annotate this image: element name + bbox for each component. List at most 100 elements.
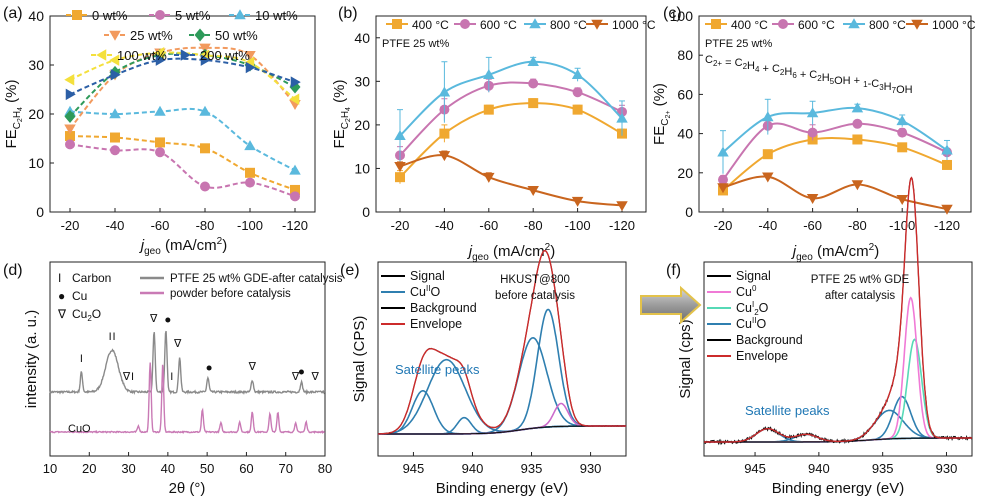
series-50-wt- bbox=[64, 48, 301, 123]
x-tick-label: 60 bbox=[239, 461, 253, 476]
axes-frame bbox=[703, 261, 973, 457]
panel-label: (a) bbox=[3, 5, 23, 22]
y-tick-label: 30 bbox=[28, 57, 44, 73]
y-tick-label: 0 bbox=[362, 204, 370, 220]
y-tick-label: 40 bbox=[677, 126, 693, 142]
data-point bbox=[200, 54, 211, 66]
data-point bbox=[941, 144, 953, 155]
y-tick-label: 20 bbox=[354, 117, 370, 133]
data-point bbox=[64, 124, 76, 135]
data-point bbox=[154, 105, 166, 116]
axes-frame bbox=[377, 261, 627, 457]
annotation-text: Satellite peaks bbox=[745, 403, 830, 418]
carbon-marker: I bbox=[109, 331, 112, 343]
data-point bbox=[483, 172, 495, 183]
legend-text: Envelope bbox=[410, 317, 462, 331]
legend-text: 25 wt% bbox=[130, 28, 173, 43]
data-point bbox=[290, 191, 300, 202]
legend-text: CuIIO bbox=[736, 316, 766, 331]
series-line bbox=[69, 135, 296, 191]
y-axis-label: intensity (a. u.) bbox=[23, 310, 40, 408]
series-800-C bbox=[394, 55, 628, 162]
y-tick-label: 80 bbox=[677, 47, 693, 63]
data-point bbox=[109, 54, 120, 66]
legend-text: 0 wt% bbox=[92, 8, 128, 23]
legend-text: 5 wt% bbox=[175, 8, 211, 23]
fit-component bbox=[378, 390, 626, 435]
fit-component bbox=[378, 336, 626, 435]
y-axis-label: FEC2H4 (%) bbox=[331, 80, 352, 149]
legend-text: 200 wt% bbox=[200, 48, 250, 63]
legend-text: 400 °C bbox=[731, 18, 768, 32]
y-tick-label: 30 bbox=[354, 73, 370, 89]
panel-label: (e) bbox=[340, 262, 360, 279]
data-point bbox=[290, 184, 300, 195]
x-tick-label: 940 bbox=[808, 461, 830, 476]
x-tick-label: 80 bbox=[318, 461, 332, 476]
x-tick-label: -100 bbox=[565, 218, 591, 233]
y-tick-label: 100 bbox=[670, 8, 694, 24]
data-point bbox=[155, 54, 166, 66]
chart-panel-c: 0 20 40 60 80 100 -20 -40 -60 -80 -100 -120 FEC2+ (%… bbox=[651, 8, 976, 263]
chart-panel-d: 10 20 30 40 50 60 70 80 intensity (a. u.) 2θ (°) C… bbox=[23, 261, 343, 497]
data-point bbox=[616, 201, 628, 212]
legend-symbol: ∇ bbox=[57, 307, 67, 321]
legend-marker bbox=[911, 19, 923, 30]
x-tick-label: -60 bbox=[479, 218, 498, 233]
legend-symbol: ● bbox=[58, 289, 65, 303]
x-axis-label: 2θ (°) bbox=[169, 480, 206, 497]
data-point bbox=[65, 139, 75, 150]
chart-panel-e: 945 940 935 930 Binding energy (eV) Signal (C… bbox=[351, 249, 627, 497]
data-point bbox=[64, 109, 76, 123]
series-10-wt- bbox=[64, 105, 301, 175]
x-tick-label: 30 bbox=[121, 461, 135, 476]
legend-text: 10 wt% bbox=[255, 8, 298, 23]
x-tick-label: 935 bbox=[521, 461, 543, 476]
data-point bbox=[527, 185, 539, 196]
panel-subtitle: after catalysis bbox=[825, 290, 896, 302]
series-line bbox=[399, 102, 623, 178]
legend-text: CuI2O bbox=[736, 300, 769, 317]
x-tick-label: -80 bbox=[196, 218, 215, 233]
panel-label: (b) bbox=[338, 5, 358, 22]
data-point bbox=[717, 183, 729, 194]
x-tick-label: -40 bbox=[106, 218, 125, 233]
legend-marker bbox=[778, 19, 788, 29]
legend-text: 800 °C bbox=[869, 18, 906, 32]
chart-panel-f: 945 940 935 930 Binding energy (eV) Signal (c… bbox=[677, 176, 973, 497]
formula-text: C2+ = C2H4 + C2H6 + C2H5OH + 1-C3H7OH bbox=[705, 54, 913, 96]
data-point bbox=[528, 98, 539, 109]
legend-marker bbox=[529, 18, 541, 29]
series-line bbox=[69, 51, 296, 101]
carbon-marker: I bbox=[170, 371, 173, 383]
annotation-text: PTFE 25 wt% bbox=[382, 38, 449, 50]
x-tick-label: 50 bbox=[200, 461, 214, 476]
data-point bbox=[851, 102, 864, 113]
data-point bbox=[438, 151, 451, 162]
x-tick-label: -120 bbox=[609, 218, 635, 233]
x-tick-label: -40 bbox=[758, 218, 777, 233]
panel-subtitle: before catalysis bbox=[495, 290, 575, 302]
series-line bbox=[69, 107, 296, 172]
data-point bbox=[851, 180, 864, 191]
data-point bbox=[439, 128, 450, 139]
xrd-curve-before bbox=[49, 362, 326, 435]
series-line bbox=[69, 143, 296, 198]
series-line bbox=[722, 106, 948, 154]
data-point bbox=[527, 55, 539, 66]
axes-frame bbox=[49, 261, 326, 457]
curve-label: CuO bbox=[68, 423, 91, 435]
x-tick-label: -100 bbox=[889, 218, 915, 233]
data-point bbox=[199, 43, 211, 54]
axes-frame bbox=[698, 15, 972, 213]
data-point bbox=[65, 131, 75, 142]
data-point bbox=[807, 127, 818, 138]
legend-text: 600 °C bbox=[480, 18, 517, 32]
series-line bbox=[69, 46, 296, 130]
x-tick-label: -120 bbox=[282, 218, 308, 233]
fit-component bbox=[378, 402, 626, 435]
y-tick-label: 40 bbox=[28, 8, 44, 24]
data-point bbox=[571, 69, 584, 80]
series-1000-C bbox=[717, 172, 953, 215]
